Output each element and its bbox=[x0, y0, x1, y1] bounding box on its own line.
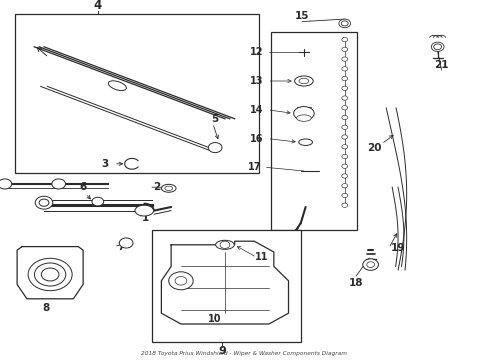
Text: 19: 19 bbox=[389, 243, 404, 253]
Circle shape bbox=[341, 105, 347, 110]
Text: 18: 18 bbox=[348, 278, 363, 288]
Ellipse shape bbox=[215, 240, 234, 249]
Circle shape bbox=[341, 57, 347, 61]
Ellipse shape bbox=[135, 205, 153, 216]
Circle shape bbox=[341, 184, 347, 188]
Circle shape bbox=[341, 154, 347, 159]
Ellipse shape bbox=[161, 184, 176, 192]
Circle shape bbox=[0, 179, 12, 189]
Text: 5: 5 bbox=[211, 114, 218, 124]
Circle shape bbox=[52, 179, 65, 189]
Text: 21: 21 bbox=[433, 60, 448, 70]
Circle shape bbox=[341, 21, 347, 26]
Text: 4: 4 bbox=[94, 0, 102, 12]
Bar bbox=[15, 14, 259, 173]
Text: 2: 2 bbox=[153, 182, 160, 192]
Text: 2018 Toyota Prius Windshield - Wiper & Washer Components Diagram: 2018 Toyota Prius Windshield - Wiper & W… bbox=[141, 351, 347, 356]
Bar bbox=[151, 230, 300, 342]
Bar bbox=[271, 32, 356, 230]
Text: 12: 12 bbox=[249, 47, 263, 57]
Circle shape bbox=[341, 125, 347, 130]
Text: 20: 20 bbox=[366, 143, 381, 153]
Ellipse shape bbox=[293, 107, 314, 120]
Circle shape bbox=[341, 193, 347, 198]
Circle shape bbox=[341, 174, 347, 178]
Circle shape bbox=[220, 241, 229, 248]
Text: 8: 8 bbox=[43, 303, 50, 313]
Circle shape bbox=[341, 135, 347, 139]
Text: 6: 6 bbox=[80, 182, 86, 192]
Ellipse shape bbox=[294, 76, 313, 86]
Circle shape bbox=[34, 263, 65, 286]
Text: 1: 1 bbox=[142, 213, 149, 223]
Circle shape bbox=[341, 67, 347, 71]
Circle shape bbox=[208, 143, 222, 153]
Text: 7: 7 bbox=[117, 242, 125, 252]
Circle shape bbox=[366, 262, 374, 267]
Circle shape bbox=[433, 44, 441, 50]
Text: 11: 11 bbox=[254, 252, 268, 262]
Text: 13: 13 bbox=[249, 76, 263, 86]
Text: 10: 10 bbox=[208, 314, 222, 324]
Circle shape bbox=[341, 47, 347, 51]
Circle shape bbox=[341, 96, 347, 100]
Circle shape bbox=[28, 258, 72, 291]
Circle shape bbox=[341, 145, 347, 149]
Text: 14: 14 bbox=[249, 105, 263, 115]
Text: 9: 9 bbox=[218, 346, 226, 356]
Text: 3: 3 bbox=[102, 159, 108, 169]
Circle shape bbox=[35, 196, 53, 209]
Ellipse shape bbox=[299, 78, 308, 84]
Circle shape bbox=[338, 19, 350, 28]
Ellipse shape bbox=[298, 139, 312, 145]
Circle shape bbox=[341, 76, 347, 81]
Circle shape bbox=[341, 115, 347, 120]
Circle shape bbox=[341, 37, 347, 42]
Circle shape bbox=[119, 238, 133, 248]
Circle shape bbox=[362, 259, 378, 270]
Circle shape bbox=[430, 42, 443, 51]
Text: 15: 15 bbox=[294, 11, 309, 21]
Circle shape bbox=[39, 199, 49, 206]
Circle shape bbox=[41, 268, 59, 281]
Text: 17: 17 bbox=[247, 162, 261, 172]
Ellipse shape bbox=[296, 115, 311, 121]
Ellipse shape bbox=[108, 81, 126, 91]
Circle shape bbox=[175, 276, 186, 285]
Circle shape bbox=[341, 86, 347, 90]
Circle shape bbox=[341, 203, 347, 207]
Text: 16: 16 bbox=[249, 134, 263, 144]
Circle shape bbox=[168, 272, 193, 290]
Ellipse shape bbox=[164, 186, 172, 190]
Circle shape bbox=[341, 164, 347, 168]
Circle shape bbox=[92, 197, 103, 206]
